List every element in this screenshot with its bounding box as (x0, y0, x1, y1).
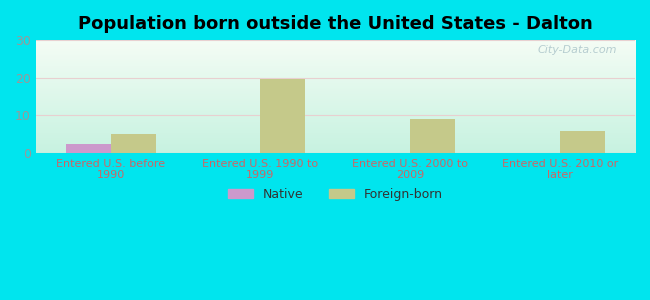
Bar (410, 119, 455, 153)
Bar (261, 79, 306, 153)
Title: Population born outside the United States - Dalton: Population born outside the United State… (78, 15, 593, 33)
Bar (560, 131, 605, 153)
Text: City-Data.com: City-Data.com (538, 45, 617, 55)
Bar (111, 134, 155, 153)
Bar (66, 144, 110, 153)
Legend: Native, Foreign-born: Native, Foreign-born (223, 183, 448, 206)
